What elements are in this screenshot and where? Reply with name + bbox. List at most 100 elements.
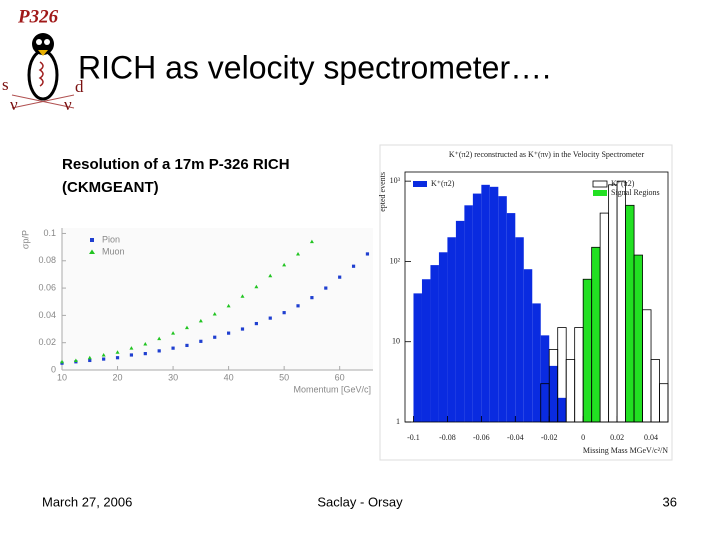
legend-swatch [413,181,427,187]
logo-beak [38,50,48,56]
legend-label: Signal Regions [611,188,660,197]
point [129,353,134,357]
x-tick-label: 20 [113,372,123,382]
x-axis-label: Momentum [GeV/c] [293,384,371,394]
histogram-bar [455,220,465,422]
point [227,331,231,335]
point [143,352,147,356]
point [268,273,273,278]
point [226,303,231,308]
legend-marker [90,238,94,242]
y-tick-label: 0.08 [38,255,56,265]
logo-name: P326 [17,6,59,27]
y-tick-label: 10 [392,337,400,346]
point [296,304,300,308]
x-axis-label: Missing Mass MGeV/c²/N [583,446,668,455]
logo-spring [38,61,44,87]
point [338,275,342,279]
point [60,359,64,364]
legend-label: K⁺(π2) [431,179,455,188]
histogram-bar [540,335,550,422]
histogram-bar [464,205,473,422]
point [115,356,120,360]
y-tick-label: 0.06 [38,282,56,292]
point [309,239,314,244]
y-tick-label: 1 [396,417,400,426]
y-tick-label: 10³ [390,176,401,185]
point [351,264,356,268]
point [157,349,161,353]
point [240,327,245,331]
histogram-bar [421,279,431,422]
histogram-bar [481,184,490,422]
histogram-bar [557,397,567,422]
point [157,336,162,341]
point [296,251,301,256]
point [101,352,106,357]
logo-symbol: d [75,77,84,96]
y-tick-label: 0.02 [38,337,56,347]
footer-page: 36 [663,494,677,509]
histogram-bar [583,279,592,422]
point [88,358,92,363]
histogram-bar [532,303,541,422]
x-tick-label: -0.1 [407,433,420,442]
histogram-bar [438,252,448,422]
x-tick-label: 0.04 [644,433,658,442]
x-tick-label: 60 [335,372,345,382]
histogram-bar [489,186,499,422]
histogram-bar [634,255,643,422]
point [212,312,217,316]
histogram-bar [515,237,524,422]
histogram-bar [625,205,635,422]
x-tick-label: 0 [581,433,585,442]
point [171,346,175,350]
histogram-bar [498,196,507,422]
logo-eye [36,39,42,45]
y-tick-label: 0.1 [43,228,56,238]
point [282,262,287,267]
logo [11,33,75,109]
histogram-bar [549,365,558,422]
point [185,343,189,348]
point [184,325,189,330]
footer-date: March 27, 2006 [42,494,132,509]
point [129,346,134,350]
logo-symbol: s [2,75,9,94]
histogram-bar [472,193,482,422]
x-tick-label: -0.04 [507,433,524,442]
legend-swatch [593,190,607,196]
histogram-bar [430,265,439,422]
caption-line: (CKMGEANT) [62,179,159,196]
point [268,316,272,320]
x-tick-label: -0.08 [439,433,456,442]
point [198,318,203,323]
point [171,331,176,335]
histogram-bar [523,269,533,422]
point [73,358,78,362]
legend-marker [89,249,95,254]
logo-eye [44,39,50,45]
x-tick-label: 40 [224,372,234,382]
caption-line: Resolution of a 17m P-326 RICH [62,156,290,173]
y-axis-label: epted events [378,172,387,212]
point [254,284,259,289]
legend-label: Pion [102,234,120,244]
histogram-bar [447,237,456,422]
y-tick-label: 0 [51,364,56,374]
point [143,342,148,346]
logo-head [32,33,54,55]
histogram-bar [506,213,516,422]
y-axis-label: σp/P [20,230,30,249]
logo-symbol: ν [10,95,18,114]
x-tick-label: 50 [279,372,289,382]
y-tick-label: 0.04 [38,310,56,320]
legend-swatch [592,180,608,188]
footer-place: Saclay - Orsay [317,494,403,509]
x-tick-label: 30 [168,372,178,382]
point [324,286,328,290]
logo-symbol: ν [64,95,72,114]
point [199,339,203,343]
point [310,296,314,300]
